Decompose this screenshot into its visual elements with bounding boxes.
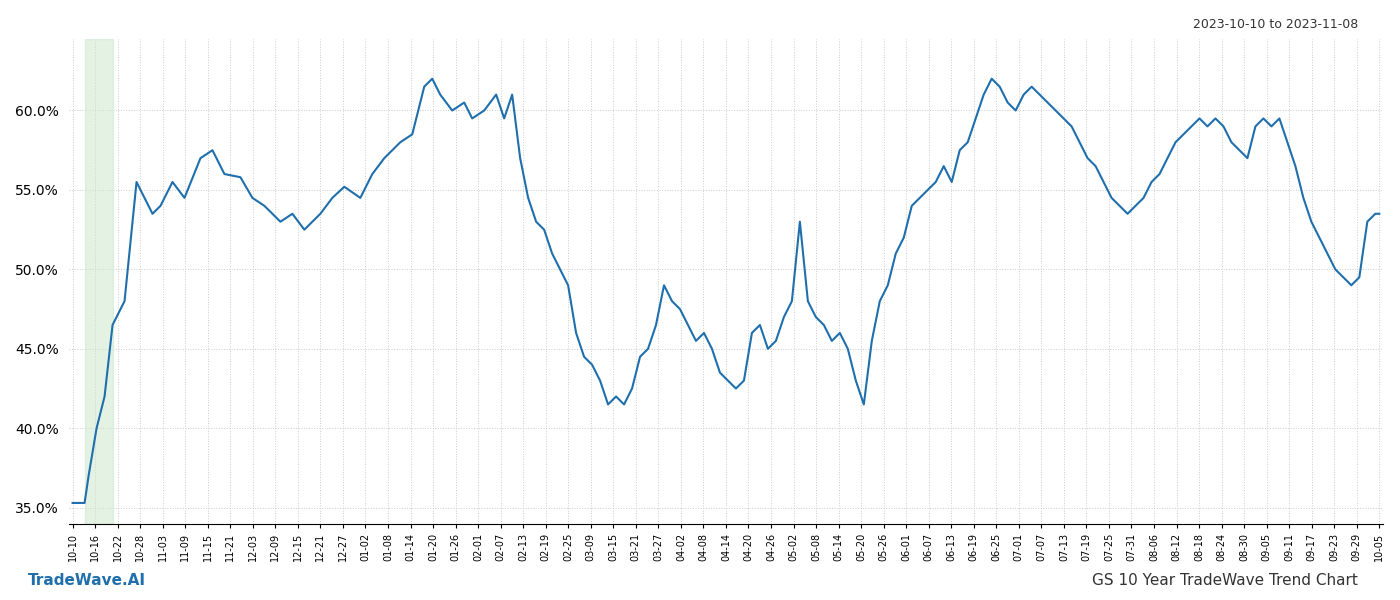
Bar: [84, 39, 112, 524]
Text: 2023-10-10 to 2023-11-08: 2023-10-10 to 2023-11-08: [1193, 18, 1358, 31]
Text: TradeWave.AI: TradeWave.AI: [28, 573, 146, 588]
Text: GS 10 Year TradeWave Trend Chart: GS 10 Year TradeWave Trend Chart: [1092, 573, 1358, 588]
